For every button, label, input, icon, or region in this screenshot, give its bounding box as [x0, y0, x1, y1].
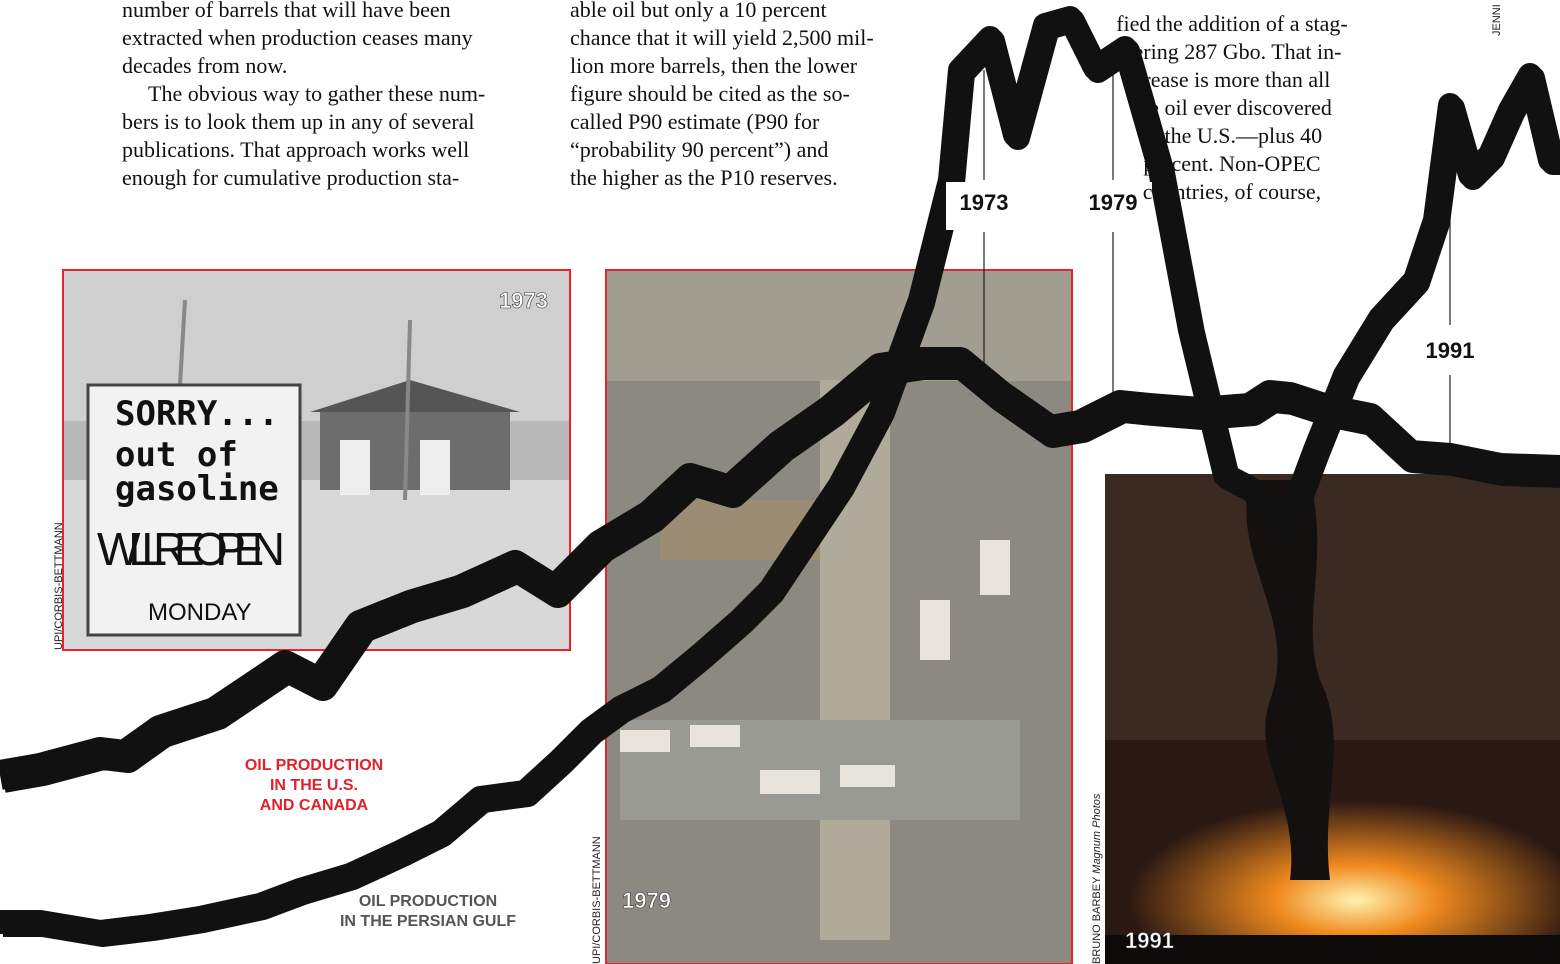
photo-credit: BRUNO BARBEY Magnum Photos [1091, 793, 1103, 964]
text-line: lion more barrels, then the lower [570, 53, 858, 78]
text-line: crease is more than all [1134, 67, 1331, 92]
text-line: enough for cumulative production sta- [122, 165, 459, 190]
text-line: the oil ever discovered [1132, 95, 1332, 120]
year-annotation: 1991 [1426, 338, 1475, 363]
text-line: countries, of course, [1143, 179, 1321, 204]
text-line: The obvious way to gather these num- [148, 81, 485, 106]
text-line: in the U.S.—plus 40 [1142, 123, 1322, 148]
sign-text: MONDAY [148, 599, 252, 626]
photo-year: 1973 [499, 288, 548, 313]
series-label: AND CANADA [260, 797, 369, 814]
text-line: called P90 estimate (P90 for [570, 109, 820, 134]
text-line: bers is to look them up in any of severa… [122, 109, 475, 134]
sign-text: WILL REOPEN [97, 523, 285, 575]
text-line: decades from now. [122, 53, 287, 78]
photo-credit: UPI/CORBIS-BETTMANN [591, 836, 603, 964]
series-label: OIL PRODUCTION [359, 893, 497, 910]
series-label: IN THE U.S. [270, 777, 358, 794]
text-line: gering 287 Gbo. That in- [1123, 39, 1342, 64]
photo-year: 1991 [1125, 928, 1174, 953]
photo-year: 1979 [622, 888, 671, 913]
year-annotation: 1973 [960, 190, 1009, 215]
photo-1979: 1979 UPI/CORBIS-BETTMANN [591, 270, 1072, 964]
photo-1991: 1991 BRUNO BARBEY Magnum Photos [1091, 474, 1560, 964]
page: 1973 UPI/CORBIS-BETTMANN 1979 UPI/CORBIS… [0, 0, 1560, 964]
text-line: percent. Non-OPEC [1143, 151, 1320, 176]
credit-name: BRUNO BARBEY [1091, 876, 1103, 964]
text-line: extracted when production ceases many [122, 25, 473, 50]
text-line: chance that it will yield 2,500 mil- [570, 25, 874, 50]
credit-agency: Magnum Photos [1091, 793, 1103, 874]
series-label: IN THE PERSIAN GULF [340, 913, 516, 930]
sign-text: gasoline [115, 469, 279, 509]
photo-credit: UPI/CORBIS-BETTMANN [53, 522, 65, 650]
side-credit: JENNI [1491, 4, 1503, 36]
text-line: fied the addition of a stag- [1116, 11, 1348, 36]
sign-text: SORRY... [115, 394, 279, 434]
text-line: “probability 90 percent”) and [570, 137, 828, 162]
text-line: publications. That approach works well [122, 137, 469, 162]
text-line: able oil but only a 10 percent [570, 0, 827, 22]
year-annotation: 1979 [1089, 190, 1138, 215]
series-label: OIL PRODUCTION [245, 757, 383, 774]
text-line: figure should be cited as the so- [570, 81, 850, 106]
text-line: the higher as the P10 reserves. [570, 165, 838, 190]
text-line: number of barrels that will have been [122, 0, 451, 22]
